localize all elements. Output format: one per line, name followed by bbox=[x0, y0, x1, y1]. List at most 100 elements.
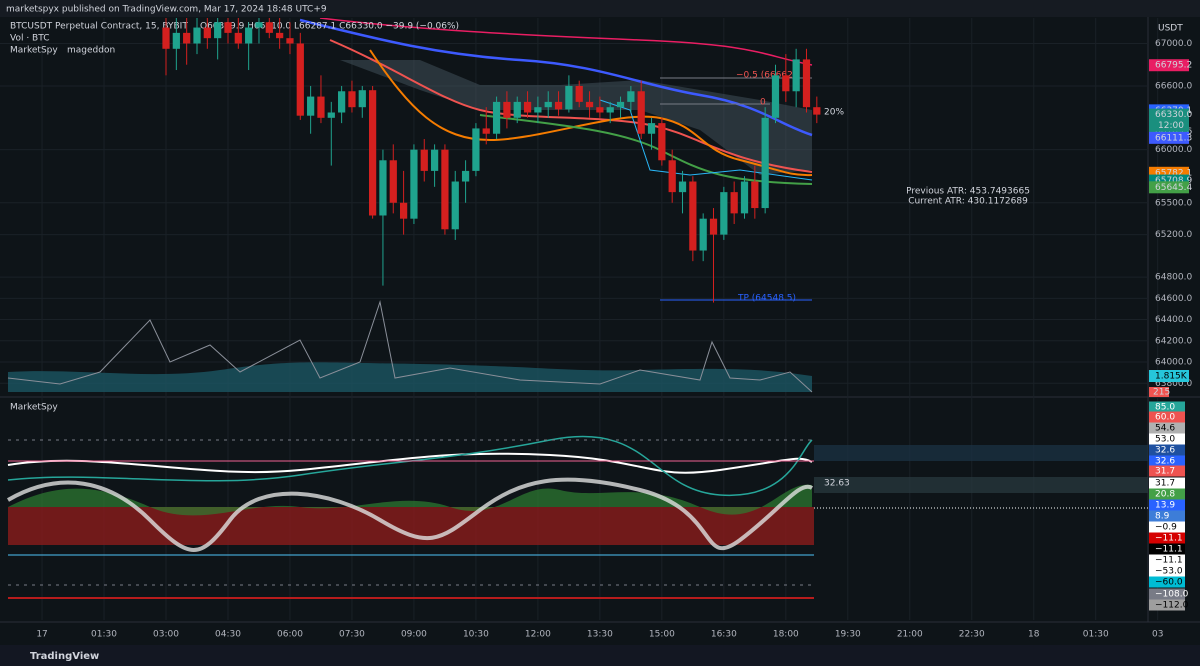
ma-orange bbox=[369, 49, 813, 177]
y-tick-label: 65500.0 bbox=[1155, 198, 1192, 208]
osc-tag bbox=[1149, 543, 1185, 555]
candle-body bbox=[472, 128, 480, 171]
candle-body bbox=[327, 112, 335, 118]
candle-body bbox=[751, 181, 759, 209]
y-tick-label: 67000.0 bbox=[1155, 39, 1192, 49]
x-tick-label: 07:30 bbox=[339, 630, 365, 640]
osc-tag-label: 32.6 bbox=[1155, 446, 1175, 456]
ma-blue bbox=[299, 18, 813, 137]
osc-tag bbox=[1149, 488, 1185, 500]
candle-body bbox=[461, 170, 470, 182]
osc-zone bbox=[814, 445, 1148, 461]
candle-body bbox=[410, 149, 418, 219]
indicator-title: MarketSpy bbox=[10, 46, 58, 56]
candle-body bbox=[503, 101, 511, 118]
currency: USDT bbox=[1158, 24, 1183, 34]
ohlc: O66369.9 H66410.0 L66287.1 C66330.0 −39.… bbox=[200, 22, 459, 32]
y-tick-label: 65200.0 bbox=[1155, 230, 1192, 240]
candle-body bbox=[544, 101, 552, 108]
ma-pink bbox=[319, 18, 813, 66]
osc-tag bbox=[1149, 411, 1185, 423]
candle-body bbox=[338, 91, 346, 113]
y-tick-label: 64800.0 bbox=[1155, 273, 1192, 283]
candle-body bbox=[782, 75, 790, 92]
footer-bar bbox=[0, 645, 1200, 666]
volume-tag: 1.815K bbox=[1155, 372, 1188, 382]
candle-body bbox=[647, 123, 656, 134]
osc-tag bbox=[1149, 401, 1185, 413]
candle-body bbox=[699, 218, 707, 251]
osc-tag-label: −53.0 bbox=[1155, 567, 1183, 577]
oscillator-pane bbox=[7, 435, 1148, 599]
x-tick-label: 03 bbox=[1152, 630, 1163, 640]
candle-body bbox=[575, 85, 583, 102]
brand: TradingView bbox=[30, 651, 99, 662]
x-tick-label: 13:30 bbox=[587, 630, 613, 640]
price-tag bbox=[1149, 108, 1189, 121]
osc-tag-label: −11.1 bbox=[1155, 556, 1183, 566]
x-tick-label: 17 bbox=[36, 630, 47, 640]
osc-tag-label: 54.6 bbox=[1155, 424, 1175, 434]
osc-tag bbox=[1149, 599, 1185, 611]
x-tick-label: 18:00 bbox=[773, 630, 799, 640]
candle-body bbox=[668, 160, 676, 193]
osc-tag-label: −0.9 bbox=[1155, 523, 1177, 533]
candle-body bbox=[162, 27, 170, 49]
candle-body bbox=[523, 101, 532, 113]
candle-body bbox=[585, 101, 594, 108]
y-tick-label: 64200.0 bbox=[1155, 336, 1192, 346]
published: marketspyx published on TradingView.com,… bbox=[6, 5, 327, 15]
candle-body bbox=[658, 123, 666, 161]
candle-body bbox=[761, 117, 769, 209]
candle-body bbox=[792, 59, 800, 92]
candles bbox=[162, 18, 821, 303]
price-tag bbox=[1149, 131, 1189, 144]
candle-body bbox=[771, 75, 780, 118]
candle-body bbox=[730, 192, 738, 214]
osc-name: MarketSpy bbox=[10, 403, 58, 413]
price-tag bbox=[1149, 181, 1189, 194]
candle-body bbox=[399, 202, 408, 219]
y-tick-label: 64600.0 bbox=[1155, 294, 1192, 304]
osc-tag bbox=[1149, 499, 1185, 511]
osc-tag-label: 32.6 bbox=[1155, 457, 1175, 467]
candle-body bbox=[802, 59, 811, 108]
symbol: BTCUSDT Perpetual Contract, 15, BYBIT bbox=[10, 22, 188, 32]
candle-body bbox=[492, 101, 501, 134]
price-tag-label: 65782.1 bbox=[1155, 168, 1192, 178]
candle-body bbox=[348, 91, 356, 108]
countdown-bg bbox=[1149, 119, 1189, 132]
candle-body bbox=[678, 181, 687, 193]
osc-tag bbox=[1149, 455, 1185, 467]
candle-body bbox=[637, 91, 645, 134]
osc-tag bbox=[1149, 465, 1185, 477]
candle-body bbox=[441, 149, 449, 230]
price-tag-label: 66795.2 bbox=[1155, 61, 1192, 71]
osc-tag-label: −11.1 bbox=[1155, 545, 1183, 555]
cloud bbox=[340, 60, 812, 175]
x-tick-label: 06:00 bbox=[277, 630, 303, 640]
price-tag-label: 65645.4 bbox=[1155, 183, 1192, 193]
percent-label: 20% bbox=[824, 108, 844, 118]
indicator-title-2: mageddon bbox=[67, 46, 115, 56]
osc-tag-label: −108.0 bbox=[1155, 590, 1189, 600]
price-tag-label: 66330.0 bbox=[1155, 110, 1192, 120]
volume-title: Vol · BTC bbox=[10, 34, 49, 44]
x-tick-label: 09:00 bbox=[401, 630, 427, 640]
osc-tag bbox=[1149, 554, 1185, 566]
osc-tag-label: −112.0 bbox=[1155, 601, 1189, 611]
publish-bar bbox=[0, 0, 1200, 17]
candle-body bbox=[740, 181, 749, 214]
x-tick-label: 16:30 bbox=[711, 630, 737, 640]
osc-tag bbox=[1149, 510, 1185, 522]
volume-line bbox=[7, 300, 813, 393]
osc-tag-label: 53.0 bbox=[1155, 435, 1175, 445]
candle-body bbox=[255, 22, 263, 28]
fib-label: −0.5 (66662) bbox=[736, 71, 796, 81]
x-tick-label: 12:00 bbox=[525, 630, 551, 640]
candle-body bbox=[286, 38, 294, 44]
candle-body bbox=[296, 43, 304, 116]
candle-body bbox=[317, 96, 325, 118]
volume-tag-bg bbox=[1149, 370, 1189, 382]
osc-tag-label: 8.9 bbox=[1155, 512, 1170, 522]
